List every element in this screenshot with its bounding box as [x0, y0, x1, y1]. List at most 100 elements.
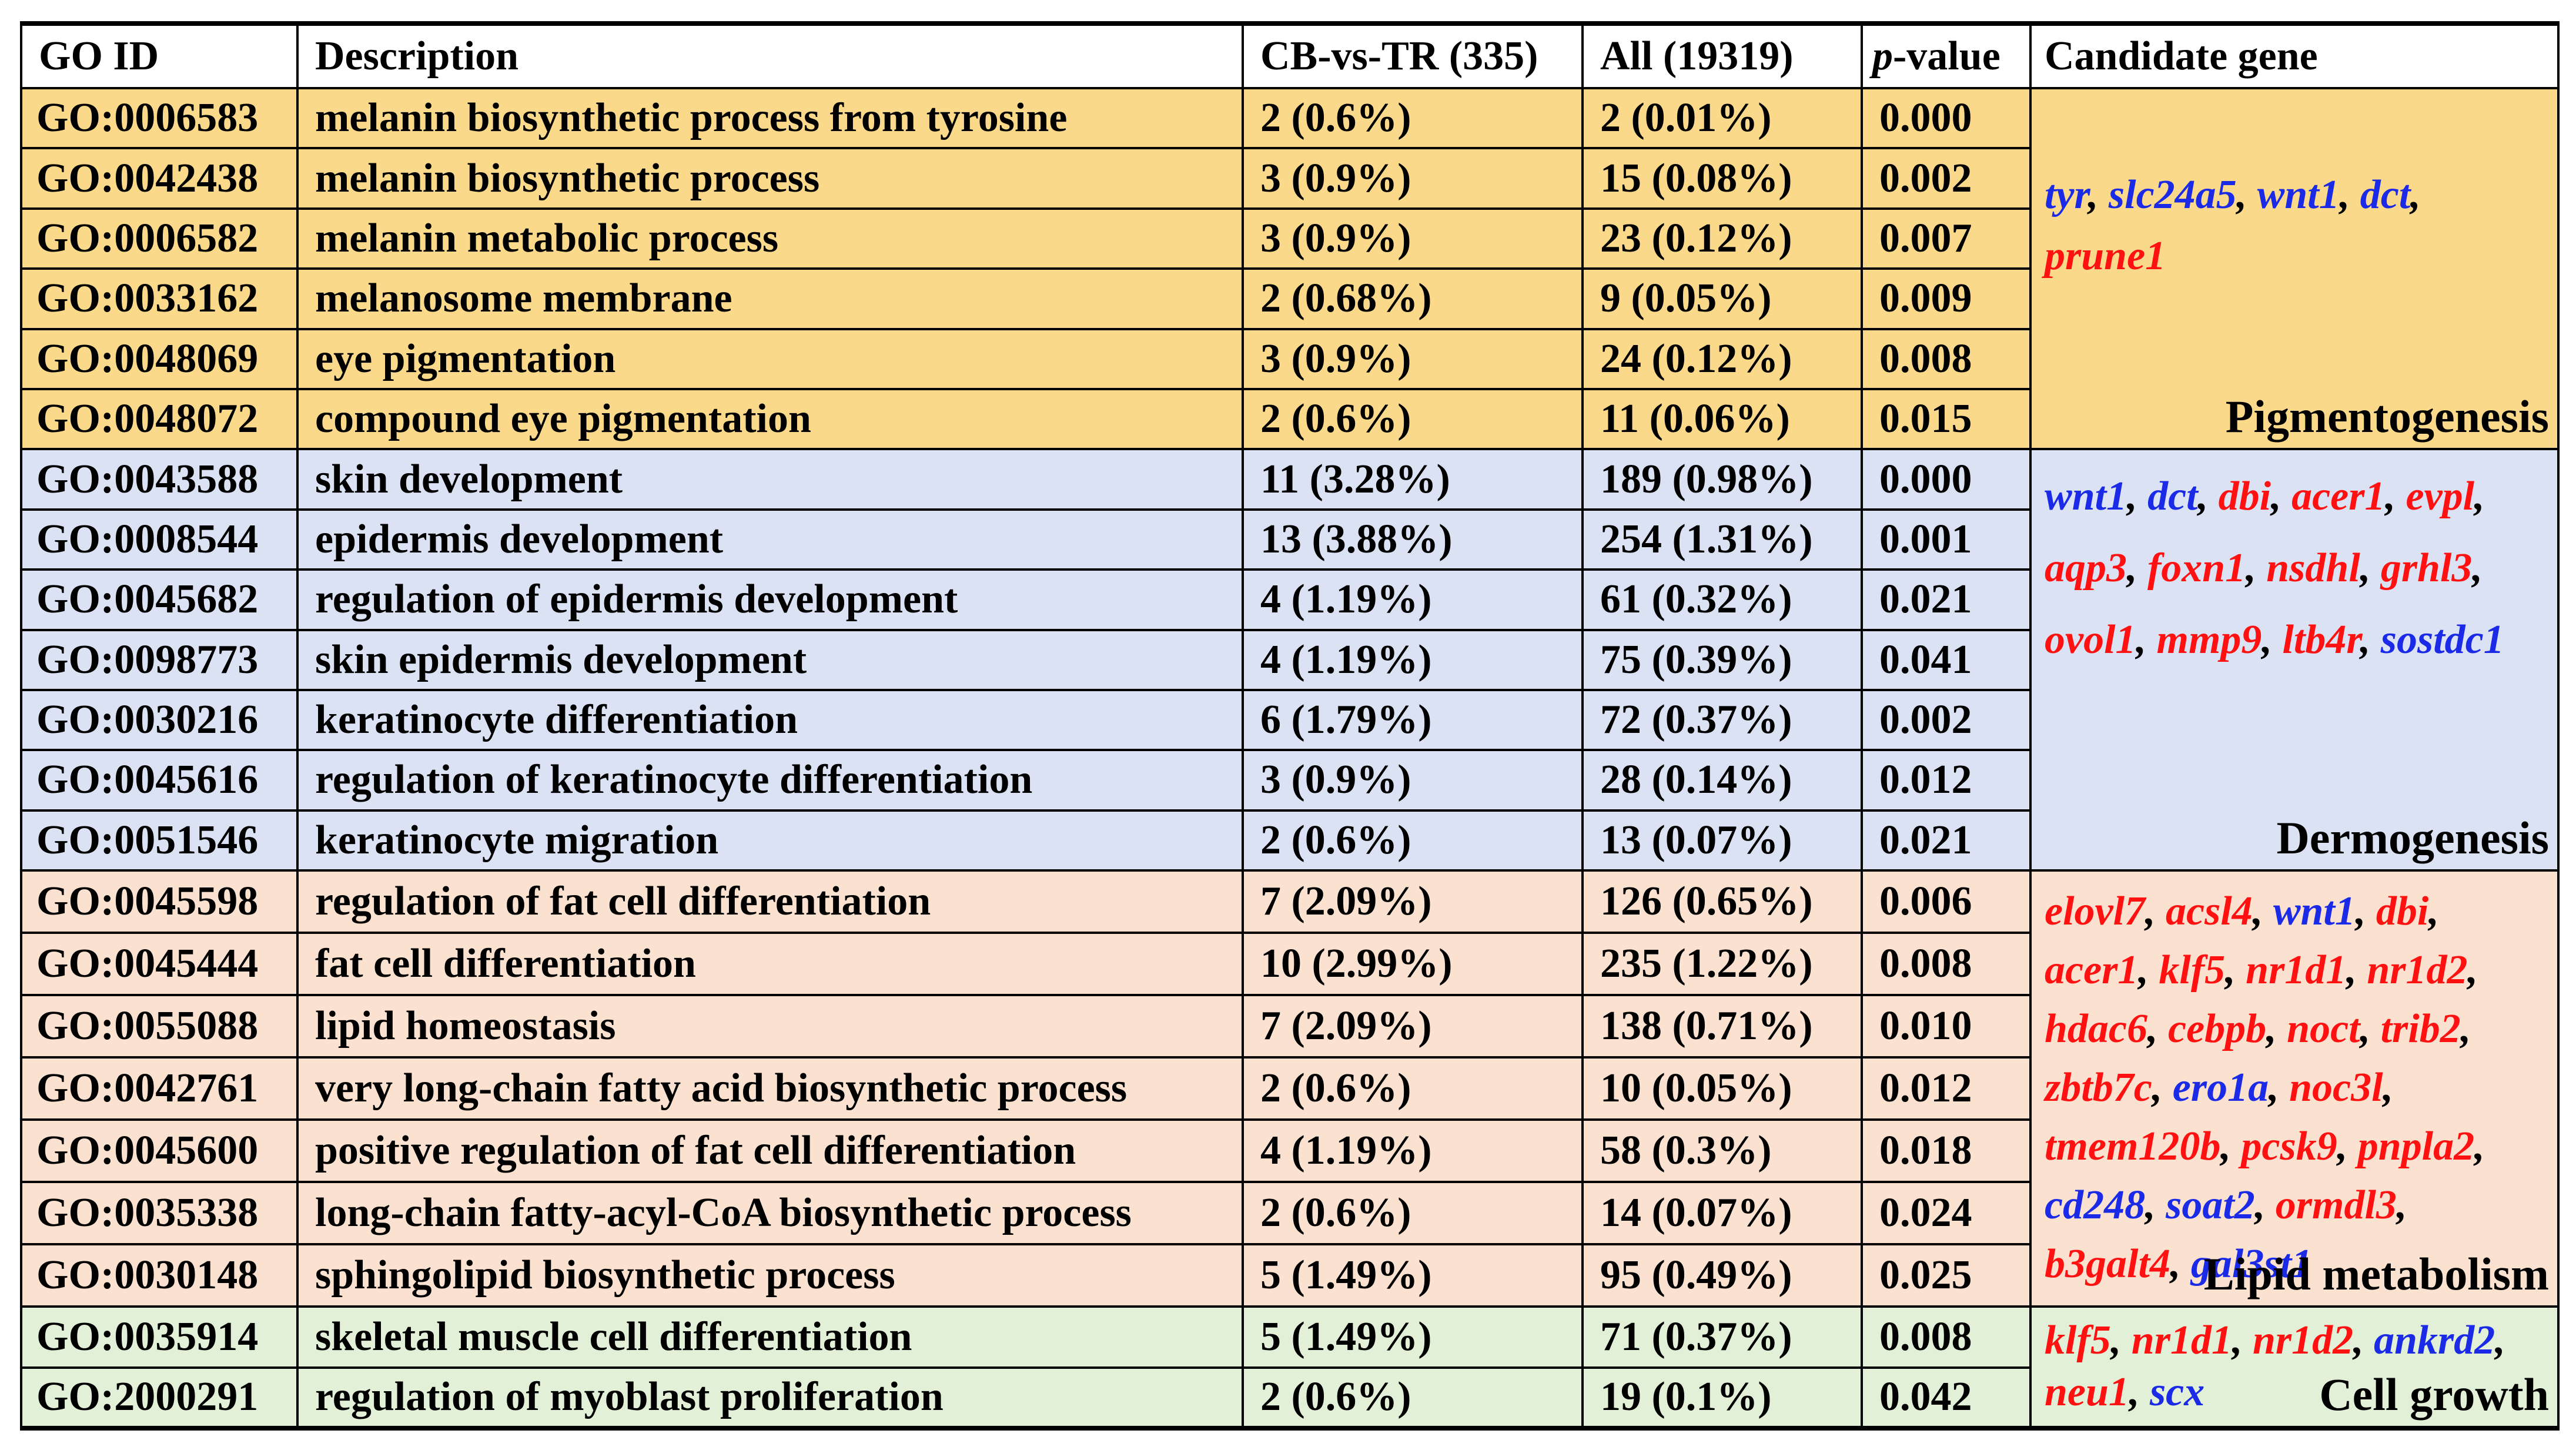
table-row: GO:0045444 fat cell differentiation 10 (2.…	[20, 932, 2558, 997]
header-go-id: GO ID	[20, 22, 299, 89]
go-id-cell: GO:0045600	[20, 1118, 299, 1184]
all-cell: 11 (0.06%)	[1581, 387, 1863, 451]
p-value-cell: 0.002	[1861, 147, 2032, 210]
cb-vs-tr-cell: 13 (3.88%)	[1242, 508, 1584, 571]
gene-name: foxn1	[2147, 545, 2246, 591]
p-value-cell: 0.018	[1861, 1118, 2032, 1184]
table-row: GO:0098773 skin epidermis development 4 (1…	[20, 628, 2558, 691]
p-value-cell: 0.002	[1861, 688, 2032, 752]
description-cell: sphingolipid biosynthetic process	[296, 1243, 1244, 1308]
table-row: GO:0051546 keratinocyte migration 2 (0.6%)…	[20, 809, 2558, 872]
cb-vs-tr-cell: 10 (2.99%)	[1242, 932, 1584, 997]
p-value-cell: 0.010	[1861, 994, 2032, 1059]
gene-name: trib2	[2380, 1006, 2461, 1052]
gene-name: zbtb7c	[2045, 1065, 2152, 1111]
gene-name: cebpb	[2168, 1006, 2267, 1052]
cb-vs-tr-cell: 11 (3.28%)	[1242, 448, 1584, 511]
gene-name: wnt1	[2045, 474, 2127, 520]
gene-name: dct	[2147, 474, 2198, 520]
p-value-cell: 0.000	[1861, 448, 2032, 511]
table-row: GO:0045600 positive regulation of fat cel…	[20, 1118, 2558, 1184]
gene-list: wnt1, dct, dbi, acer1, evpl, aqp3, foxn1…	[2045, 474, 2504, 663]
gene-name: ltb4r	[2282, 617, 2360, 663]
cb-vs-tr-cell: 2 (0.6%)	[1242, 387, 1584, 451]
all-cell: 28 (0.14%)	[1581, 749, 1863, 812]
all-cell: 10 (0.05%)	[1581, 1056, 1863, 1121]
gene-name: acer1	[2045, 947, 2139, 993]
header-all: All (19319)	[1581, 22, 1863, 89]
candidate-genes-cell-growth: klf5, nr1d1, nr1d2, ankrd2, neu1, scx Cel…	[2029, 1305, 2560, 1429]
table-row: GO:2000291 regulation of myoblast prolife…	[20, 1366, 2558, 1430]
go-id-cell: GO:0048072	[20, 387, 299, 451]
description-cell: melanin metabolic process	[296, 207, 1244, 270]
all-cell: 126 (0.65%)	[1581, 869, 1863, 934]
gene-name: klf5	[2159, 947, 2226, 993]
gene-name: gal3st1	[2190, 1241, 2313, 1287]
p-value-cell: 0.008	[1861, 327, 2032, 390]
description-cell: regulation of myoblast proliferation	[296, 1366, 1244, 1430]
p-value-cell: 0.009	[1861, 267, 2032, 330]
gene-name: nsdhl	[2266, 545, 2360, 591]
description-cell: melanosome membrane	[296, 267, 1244, 330]
table-row: GO:0048072 compound eye pigmentation 2 (0.…	[20, 387, 2558, 451]
all-cell: 189 (0.98%)	[1581, 448, 1863, 511]
go-id-cell: GO:0008544	[20, 508, 299, 571]
candidate-genes-lipid-metabolism: elovl7, acsl4, wnt1, dbi, acer1, klf5, n…	[2029, 869, 2560, 1308]
p-value-cell: 0.025	[1861, 1243, 2032, 1308]
p-value-cell: 0.015	[1861, 387, 2032, 451]
cb-vs-tr-cell: 3 (0.9%)	[1242, 327, 1584, 390]
cb-vs-tr-cell: 2 (0.6%)	[1242, 86, 1584, 150]
candidate-genes-dermogenesis: wnt1, dct, dbi, acer1, evpl, aqp3, foxn1…	[2029, 448, 2560, 872]
go-id-cell: GO:0048069	[20, 327, 299, 390]
description-cell: keratinocyte migration	[296, 809, 1244, 872]
cb-vs-tr-cell: 3 (0.9%)	[1242, 207, 1584, 270]
table-row: GO:0045682 regulation of epidermis develo…	[20, 568, 2558, 631]
go-id-cell: GO:0030148	[20, 1243, 299, 1308]
p-value-cell: 0.012	[1861, 1056, 2032, 1121]
gene-name: dct	[2360, 172, 2411, 217]
gene-name: aqp3	[2045, 545, 2127, 591]
gene-name: scx	[2149, 1369, 2205, 1415]
all-cell: 75 (0.39%)	[1581, 628, 1863, 691]
cb-vs-tr-cell: 5 (1.49%)	[1242, 1305, 1584, 1369]
all-cell: 15 (0.08%)	[1581, 147, 1863, 210]
p-value-cell: 0.007	[1861, 207, 2032, 270]
go-id-cell: GO:0045444	[20, 932, 299, 997]
header-cb-vs-tr: CB-vs-TR (335)	[1242, 22, 1584, 89]
category-label: Lipid metabolism	[2203, 1248, 2549, 1300]
all-cell: 13 (0.07%)	[1581, 809, 1863, 872]
cb-vs-tr-cell: 2 (0.6%)	[1242, 1366, 1584, 1430]
table-row: GO:0042438 melanin biosynthetic process 3 …	[20, 147, 2558, 210]
cb-vs-tr-cell: 2 (0.68%)	[1242, 267, 1584, 330]
gene-name: pnpla2	[2357, 1124, 2475, 1170]
description-cell: very long-chain fatty acid biosynthetic …	[296, 1056, 1244, 1121]
table-row: GO:0030148 sphingolipid biosynthetic proc…	[20, 1243, 2558, 1308]
p-value-cell: 0.001	[1861, 508, 2032, 571]
cb-vs-tr-cell: 2 (0.6%)	[1242, 809, 1584, 872]
cb-vs-tr-cell: 4 (1.19%)	[1242, 1118, 1584, 1184]
table-row: GO:0045616 regulation of keratinocyte dif…	[20, 749, 2558, 812]
p-value-cell: 0.012	[1861, 749, 2032, 812]
category-label: Pigmentogenesis	[2225, 391, 2549, 443]
gene-name: ankrd2	[2374, 1318, 2495, 1364]
description-cell: eye pigmentation	[296, 327, 1244, 390]
all-cell: 138 (0.71%)	[1581, 994, 1863, 1059]
gene-name: neu1	[2045, 1369, 2129, 1415]
gene-list: tyr, slc24a5, wnt1, dct, prune1	[2045, 172, 2421, 279]
go-id-cell: GO:0042438	[20, 147, 299, 210]
go-id-cell: GO:0006583	[20, 86, 299, 150]
go-id-cell: GO:0042761	[20, 1056, 299, 1121]
gene-name: noct	[2287, 1006, 2360, 1052]
gene-name: cd248	[2045, 1183, 2146, 1228]
p-value-cell: 0.000	[1861, 86, 2032, 150]
cb-vs-tr-cell: 2 (0.6%)	[1242, 1056, 1584, 1121]
candidate-genes-pigmentogenesis: tyr, slc24a5, wnt1, dct, prune1 Pigmentog…	[2029, 86, 2560, 451]
gene-name: slc24a5	[2108, 172, 2237, 217]
all-cell: 95 (0.49%)	[1581, 1243, 1863, 1308]
p-value-cell: 0.006	[1861, 869, 2032, 934]
gene-name: dbi	[2376, 889, 2429, 934]
gene-name: ormdl3	[2275, 1183, 2397, 1228]
go-id-cell: GO:0035914	[20, 1305, 299, 1369]
all-cell: 24 (0.12%)	[1581, 327, 1863, 390]
all-cell: 235 (1.22%)	[1581, 932, 1863, 997]
